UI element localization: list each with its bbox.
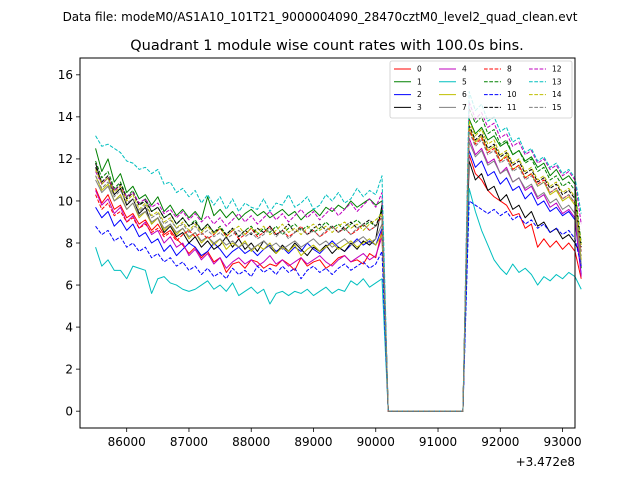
x-tick-label: 90000 [357, 435, 395, 449]
y-tick-label: 0 [65, 404, 73, 418]
legend-label-0: 0 [417, 65, 422, 74]
series-line-12 [95, 101, 582, 412]
series-line-1 [95, 118, 582, 412]
series-line-10 [95, 200, 582, 412]
x-tick-label: 91000 [419, 435, 457, 449]
series-line-15 [95, 131, 582, 412]
legend-label-12: 12 [552, 65, 562, 74]
legend-label-11: 11 [507, 103, 517, 112]
legend-label-2: 2 [417, 90, 422, 99]
y-tick-label: 12 [58, 152, 73, 166]
legend-label-6: 6 [462, 90, 467, 99]
x-tick-label: 92000 [481, 435, 519, 449]
chart-title: Quadrant 1 module wise count rates with … [130, 38, 524, 54]
legend-label-4: 4 [462, 65, 467, 74]
x-tick-label: 93000 [543, 435, 581, 449]
series-line-7 [95, 141, 582, 412]
y-axis: 0 2 4 6 8 10 12 14 16 [58, 68, 80, 418]
x-tick-label: 87000 [170, 435, 208, 449]
legend-label-10: 10 [507, 90, 517, 99]
series-line-14 [95, 120, 582, 412]
x-tick-label: 86000 [108, 435, 146, 449]
legend-label-3: 3 [417, 103, 422, 112]
series-line-5 [95, 187, 582, 412]
x-axis-offset-label: +3.472e8 [516, 455, 575, 469]
series-line-13 [95, 91, 582, 412]
series-line-6 [95, 126, 582, 412]
plot-lines [95, 91, 582, 412]
y-tick-label: 14 [58, 110, 73, 124]
legend-label-14: 14 [552, 90, 562, 99]
y-tick-label: 8 [65, 236, 73, 250]
x-tick-label: 89000 [294, 435, 332, 449]
legend-label-7: 7 [462, 103, 467, 112]
x-tick-label: 88000 [232, 435, 270, 449]
figure-suptitle: Data file: modeM0/AS1A10_101T21_90000040… [63, 10, 578, 24]
legend-label-13: 13 [552, 77, 562, 86]
legend-label-1: 1 [417, 77, 422, 86]
legend-label-15: 15 [552, 103, 562, 112]
x-axis: 86000 87000 88000 89000 90000 91000 92000 93000 [108, 428, 582, 449]
legend-box [389, 60, 573, 119]
y-tick-label: 6 [65, 278, 73, 292]
y-tick-label: 2 [65, 362, 73, 376]
y-tick-label: 16 [58, 68, 73, 82]
legend-label-8: 8 [507, 65, 512, 74]
y-tick-label: 10 [58, 194, 73, 208]
series-line-9 [95, 107, 582, 412]
series-line-3 [95, 160, 582, 412]
y-tick-label: 4 [65, 320, 73, 334]
series-line-4 [95, 137, 582, 412]
legend-label-9: 9 [507, 77, 512, 86]
legend-label-5: 5 [462, 77, 467, 86]
